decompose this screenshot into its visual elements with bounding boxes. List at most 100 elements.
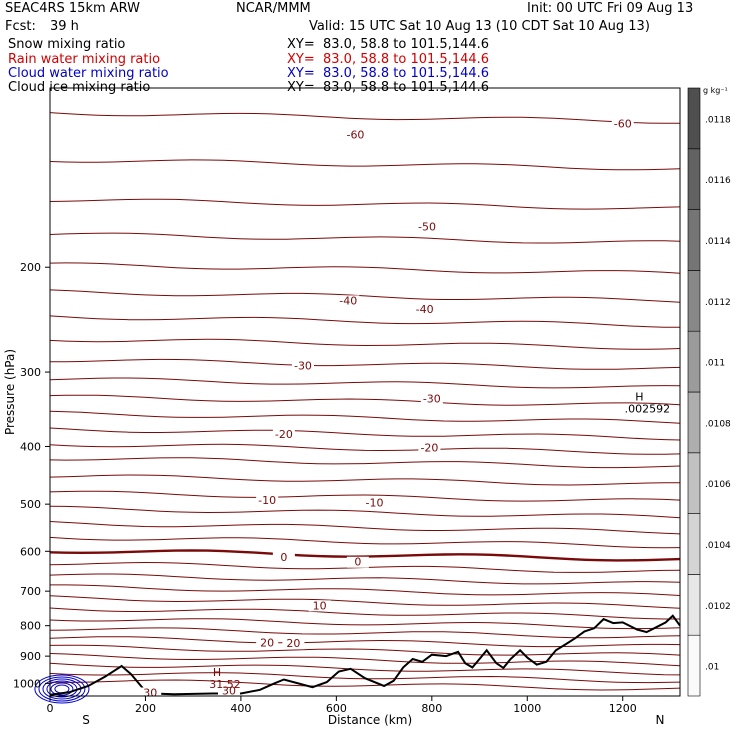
contour-label-bg xyxy=(363,497,386,509)
colorbar-label: .0116 xyxy=(705,176,731,186)
isotherm-contour xyxy=(49,198,681,210)
colorbar-swatch xyxy=(687,513,701,575)
contour-label-bg xyxy=(308,600,331,612)
colorbar-swatch xyxy=(687,209,701,271)
isotherm-contour xyxy=(49,618,681,630)
contour-label-bg xyxy=(413,304,436,316)
x-tick-label: 800 xyxy=(421,702,442,715)
x-tick-label: 200 xyxy=(135,702,156,715)
colorbar-label: .0102 xyxy=(705,602,731,612)
x-endpoint-left: S xyxy=(82,713,90,727)
field-xy-rain: XY= 83.0, 58.8 to 101.5,144.6 xyxy=(287,52,490,67)
isotherm-contour xyxy=(49,536,681,549)
contour-label: 20 xyxy=(260,637,274,650)
cloud-water-contour xyxy=(34,674,90,704)
model-label: SEAC4RS 15km ARW xyxy=(5,1,141,16)
colorbar-label: .01 xyxy=(705,663,719,673)
y-tick-label: 600 xyxy=(20,545,41,558)
x-tick-label: 400 xyxy=(230,702,251,715)
isotherm-contour xyxy=(49,627,681,639)
contour-label-bg xyxy=(337,295,360,307)
terrain-line xyxy=(49,614,681,696)
isotherm-contour xyxy=(49,653,681,667)
isotherm-contour xyxy=(49,394,681,406)
isotherm-contour xyxy=(49,573,681,585)
colorbar-swatch xyxy=(687,148,701,210)
field-xy-snow: XY= 83.0, 58.8 to 101.5,144.6 xyxy=(287,37,490,52)
x-tick-label: 0 xyxy=(47,702,54,715)
x-tick-label: 1000 xyxy=(513,702,541,715)
contour-label: 30 xyxy=(222,685,236,698)
isotherm-contour xyxy=(49,505,681,519)
colorbar-label: .0104 xyxy=(705,541,731,551)
y-tick-label: 900 xyxy=(20,650,41,663)
colorbar-swatch xyxy=(687,391,701,454)
freezing-level-contour xyxy=(49,549,681,562)
colorbar-swatch xyxy=(687,87,701,150)
colorbar-unit: g kg⁻¹ xyxy=(703,86,728,95)
y-tick-label: 1000 xyxy=(13,677,41,690)
field-label-cloud-water: Cloud water mixing ratio xyxy=(8,66,169,81)
valid-label: Valid: 15 UTC Sat 10 Aug 13 (10 CDT Sat … xyxy=(309,19,650,34)
contour-label: -40 xyxy=(339,294,357,307)
colorbar-swatch xyxy=(687,452,701,514)
contour-label: 0 xyxy=(354,556,361,569)
isotherm-contour xyxy=(49,410,681,424)
y-tick-label: 800 xyxy=(20,620,41,633)
axes: 0 200 400 600 800 1000 12002003004005006007008… xyxy=(13,261,637,715)
isotherm-contour xyxy=(49,474,680,486)
isotherm-contour xyxy=(49,377,681,389)
field-label-snow: Snow mixing ratio xyxy=(8,37,126,52)
contour-label-bg xyxy=(139,687,162,699)
y-tick-label: 200 xyxy=(20,261,41,274)
cloud-water-contour xyxy=(50,682,74,696)
isotherm-contour xyxy=(49,636,681,648)
colorbar-swatch xyxy=(687,330,701,393)
isotherm-contour xyxy=(49,338,681,350)
contour-label-bg xyxy=(420,393,443,405)
isotherm-contour xyxy=(49,159,681,171)
colorbar-label: .0112 xyxy=(705,298,731,308)
extremum-value: 31.52 xyxy=(209,678,241,691)
isotherm-contour xyxy=(49,595,681,609)
x-endpoint-right: N xyxy=(656,713,665,727)
terrain-profile xyxy=(49,614,681,696)
contour-label-bg xyxy=(217,685,240,697)
temperature-contours xyxy=(49,112,681,691)
field-label-rain: Rain water mixing ratio xyxy=(8,52,161,67)
contour-label-bg xyxy=(282,638,305,650)
extremum-symbol: H xyxy=(213,666,221,679)
contour-label: -60 xyxy=(614,117,632,130)
contour-label: 0 xyxy=(280,551,287,564)
colorbar-label: .0108 xyxy=(705,419,731,429)
isotherm-contour xyxy=(49,521,681,535)
contour-label-bg xyxy=(256,495,279,507)
cloud-water-contour xyxy=(38,676,86,702)
center-label: NCAR/MMM xyxy=(236,1,311,16)
contour-label: -50 xyxy=(418,221,436,234)
y-tick-label: 500 xyxy=(20,498,41,511)
y-tick-label: 300 xyxy=(20,366,41,379)
init-label: Init: 00 UTC Fri 09 Aug 13 xyxy=(527,1,694,16)
contour-labels: -60 -60 -50 -40 -40 -30 -30 -20 -20 -10 -10 0 0 10 20 2… xyxy=(139,117,670,700)
contour-label: -10 xyxy=(366,497,384,510)
isotherm-contour xyxy=(49,112,680,124)
fcst-label: Fcst: xyxy=(5,19,36,34)
contour-label-bg xyxy=(272,429,295,441)
fcst-value: 39 h xyxy=(50,19,79,34)
y-tick-label: 700 xyxy=(20,585,41,598)
contour-label-bg xyxy=(611,118,634,130)
isotherm-contour xyxy=(49,262,681,274)
contour-label: -20 xyxy=(275,428,293,441)
isotherm-contour xyxy=(49,443,681,455)
isotherm-contour xyxy=(49,289,681,303)
plot-frame xyxy=(49,87,681,697)
x-tick-label: 1200 xyxy=(609,702,637,715)
colorbar-label: .0106 xyxy=(705,480,731,490)
contour-label: 20 xyxy=(286,637,300,650)
field-xy-cloud-water: XY= 83.0, 58.8 to 101.5,144.6 xyxy=(287,66,490,81)
contour-label: -30 xyxy=(423,392,441,405)
isotherm-contour xyxy=(49,457,681,469)
colorbar-swatch xyxy=(687,634,701,697)
